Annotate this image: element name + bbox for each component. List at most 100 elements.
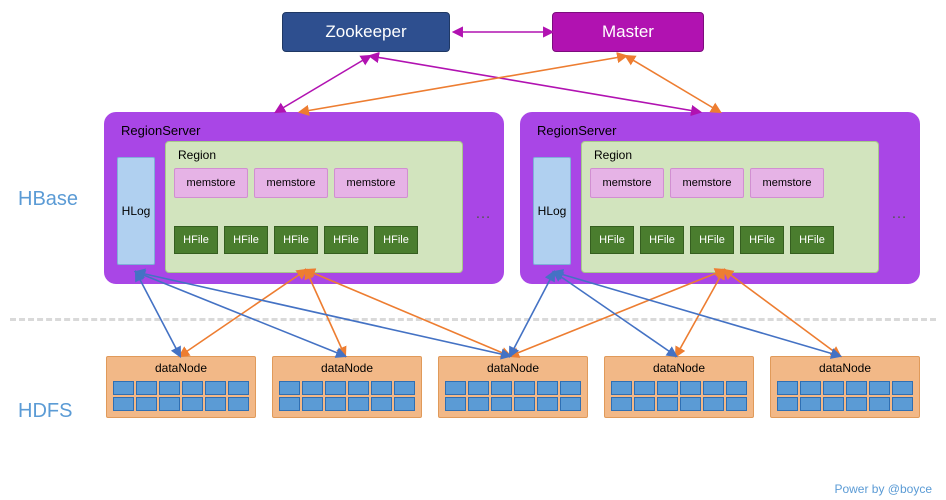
datanode-cell xyxy=(468,381,489,395)
datanode-cell xyxy=(113,381,134,395)
region-box: RegionmemstorememstorememstoreHFileHFile… xyxy=(165,141,463,273)
datanode-grid xyxy=(113,381,249,411)
layer-divider xyxy=(10,318,936,321)
datanode-cell xyxy=(634,381,655,395)
datanode-cell xyxy=(560,397,581,411)
datanode-cell xyxy=(325,397,346,411)
datanode-grid xyxy=(777,381,913,411)
datanode-title: dataNode xyxy=(771,357,919,379)
datanode-cell xyxy=(703,397,724,411)
datanode-title: dataNode xyxy=(107,357,255,379)
hfile-box: HFile xyxy=(740,226,784,254)
datanode-cell xyxy=(136,381,157,395)
datanode-cell xyxy=(136,397,157,411)
region-title: Region xyxy=(172,146,456,164)
datanode-grid xyxy=(445,381,581,411)
ellipsis-text: … xyxy=(475,205,491,223)
datanode-cell xyxy=(657,397,678,411)
datanode-cell xyxy=(800,397,821,411)
datanode-cell xyxy=(228,381,249,395)
hdfs-section-label: HDFS xyxy=(18,400,72,423)
ellipsis-text: … xyxy=(891,205,907,223)
hfile-box: HFile xyxy=(640,226,684,254)
hlog-box: HLog xyxy=(533,157,571,265)
datanode-cell xyxy=(537,381,558,395)
datanode-cell xyxy=(491,381,512,395)
memstore-box: memstore xyxy=(750,168,824,198)
zookeeper-box: Zookeeper xyxy=(282,12,450,52)
hfile-box: HFile xyxy=(790,226,834,254)
datanode-cell xyxy=(560,381,581,395)
datanode-cell xyxy=(205,381,226,395)
datanode-cell xyxy=(869,381,890,395)
datanode-cell xyxy=(611,397,632,411)
datanode-cell xyxy=(348,397,369,411)
datanode-title: dataNode xyxy=(439,357,587,379)
hfile-row: HFileHFileHFileHFileHFile xyxy=(590,226,834,254)
datanode-cell xyxy=(634,397,655,411)
datanode-cell xyxy=(514,381,535,395)
datanode-cell xyxy=(777,397,798,411)
datanode-cell xyxy=(348,381,369,395)
hlog-box: HLog xyxy=(117,157,155,265)
datanode-cell xyxy=(468,397,489,411)
hbase-section-label: HBase xyxy=(18,188,78,211)
datanode-grid xyxy=(611,381,747,411)
datanode-cell xyxy=(159,397,180,411)
hfile-box: HFile xyxy=(224,226,268,254)
region-title: Region xyxy=(588,146,872,164)
datanode-cell xyxy=(182,397,203,411)
datanode-grid xyxy=(279,381,415,411)
hfile-box: HFile xyxy=(690,226,734,254)
memstore-box: memstore xyxy=(670,168,744,198)
datanode-cell xyxy=(892,397,913,411)
memstore-row: memstorememstorememstore xyxy=(174,168,408,198)
memstore-box: memstore xyxy=(174,168,248,198)
datanode-cell xyxy=(228,397,249,411)
datanode-cell xyxy=(800,381,821,395)
hfile-box: HFile xyxy=(324,226,368,254)
datanode-cell xyxy=(823,381,844,395)
datanode-cell xyxy=(611,381,632,395)
hfile-box: HFile xyxy=(374,226,418,254)
datanode-box: dataNode xyxy=(604,356,754,418)
datanode-box: dataNode xyxy=(272,356,422,418)
datanode-cell xyxy=(302,381,323,395)
datanode-cell xyxy=(371,397,392,411)
memstore-row: memstorememstorememstore xyxy=(590,168,824,198)
datanode-title: dataNode xyxy=(605,357,753,379)
datanode-cell xyxy=(726,381,747,395)
datanode-cell xyxy=(113,397,134,411)
memstore-box: memstore xyxy=(590,168,664,198)
datanode-box: dataNode xyxy=(106,356,256,418)
datanode-cell xyxy=(514,397,535,411)
hfile-box: HFile xyxy=(274,226,318,254)
datanode-cell xyxy=(205,397,226,411)
datanode-cell xyxy=(159,381,180,395)
region-server-box: RegionServerHLogRegionmemstorememstoreme… xyxy=(520,112,920,284)
region-server-title: RegionServer xyxy=(531,119,909,142)
datanode-cell xyxy=(302,397,323,411)
datanode-cell xyxy=(703,381,724,395)
datanode-cell xyxy=(371,381,392,395)
datanode-cell xyxy=(445,397,466,411)
memstore-box: memstore xyxy=(254,168,328,198)
datanode-cell xyxy=(680,397,701,411)
datanode-cell xyxy=(325,381,346,395)
credit-label: Power by @boyce xyxy=(834,482,932,496)
datanode-cell xyxy=(537,397,558,411)
datanode-cell xyxy=(846,381,867,395)
datanode-cell xyxy=(445,381,466,395)
datanode-box: dataNode xyxy=(438,356,588,418)
hfile-box: HFile xyxy=(174,226,218,254)
memstore-box: memstore xyxy=(334,168,408,198)
datanode-cell xyxy=(279,381,300,395)
datanode-cell xyxy=(491,397,512,411)
datanode-cell xyxy=(657,381,678,395)
datanode-cell xyxy=(846,397,867,411)
datanode-cell xyxy=(777,381,798,395)
region-box: RegionmemstorememstorememstoreHFileHFile… xyxy=(581,141,879,273)
datanode-box: dataNode xyxy=(770,356,920,418)
datanode-cell xyxy=(182,381,203,395)
master-box: Master xyxy=(552,12,704,52)
